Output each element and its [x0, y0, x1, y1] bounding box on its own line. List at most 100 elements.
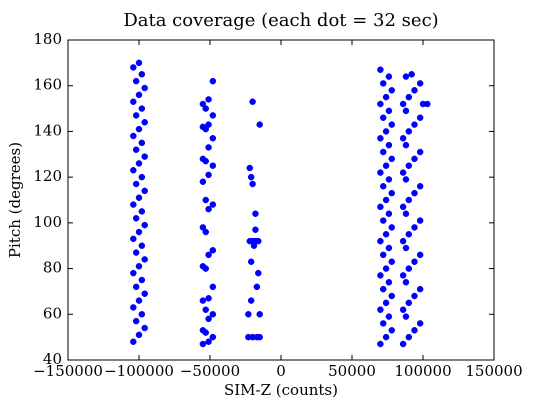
x-tick-label: 0 — [276, 362, 286, 380]
data-point — [130, 64, 137, 71]
data-point — [379, 251, 387, 259]
data-point — [135, 160, 143, 167]
data-point — [411, 189, 418, 197]
data-point — [209, 333, 217, 341]
data-point — [249, 98, 256, 105]
data-point — [199, 178, 207, 185]
data-point — [405, 231, 413, 238]
data-point — [135, 263, 143, 270]
data-point — [132, 112, 140, 119]
y-tick-label: 180 — [33, 30, 62, 48]
data-point — [132, 180, 140, 188]
data-point — [209, 201, 217, 208]
data-point — [250, 242, 258, 249]
data-point — [205, 251, 212, 259]
data-point — [138, 276, 146, 284]
data-point — [209, 162, 217, 169]
data-point — [132, 146, 140, 153]
data-point — [199, 155, 207, 163]
data-point — [138, 208, 146, 215]
data-point — [388, 258, 396, 265]
data-point — [377, 272, 384, 279]
data-point — [141, 84, 148, 92]
data-point — [132, 215, 140, 222]
data-point — [385, 73, 393, 80]
data-point — [388, 189, 396, 197]
data-point — [399, 340, 407, 348]
data-point — [405, 265, 413, 272]
data-point — [402, 141, 410, 149]
data-point — [399, 237, 407, 245]
data-point — [252, 226, 259, 233]
data-point — [199, 340, 207, 348]
data-point — [138, 311, 146, 318]
data-point — [130, 167, 137, 174]
data-point — [388, 327, 396, 334]
data-point — [135, 194, 143, 201]
data-point — [256, 121, 263, 128]
x-tick-label: −50000 — [180, 362, 240, 380]
data-point — [255, 237, 262, 245]
data-point — [141, 256, 148, 263]
data-point — [416, 183, 424, 190]
data-point — [405, 128, 413, 135]
data-point — [246, 164, 254, 172]
data-point — [399, 135, 407, 142]
data-point — [416, 320, 424, 327]
data-point — [377, 237, 384, 245]
y-axis-label: Pitch (degrees) — [6, 142, 24, 258]
data-point — [388, 121, 396, 128]
data-point — [402, 279, 410, 286]
data-point — [249, 180, 256, 188]
data-point — [379, 217, 387, 224]
data-point — [411, 121, 418, 128]
data-point — [379, 320, 387, 327]
data-point — [209, 247, 217, 254]
data-point — [411, 155, 418, 163]
data-point — [382, 162, 390, 169]
y-tick-label: 40 — [43, 350, 62, 368]
data-point — [202, 306, 209, 313]
plot-frame — [67, 39, 495, 361]
data-point — [388, 155, 396, 163]
data-point — [205, 171, 212, 179]
data-point — [399, 203, 407, 211]
data-point — [399, 169, 407, 176]
y-tick-label: 140 — [33, 121, 62, 139]
data-point — [382, 333, 390, 341]
data-point — [385, 176, 393, 183]
data-point — [247, 173, 255, 181]
data-point — [399, 100, 407, 108]
data-point — [132, 317, 140, 325]
data-point — [385, 279, 393, 286]
data-point — [405, 93, 413, 101]
data-point — [130, 98, 137, 105]
data-point — [256, 311, 263, 318]
data-point — [377, 169, 384, 176]
y-tick-label: 160 — [33, 76, 62, 94]
data-point — [202, 196, 209, 204]
data-point — [379, 183, 387, 190]
data-point — [205, 121, 212, 128]
data-point — [411, 224, 418, 231]
data-point — [416, 114, 424, 121]
data-point — [199, 263, 207, 270]
data-point — [411, 87, 418, 94]
data-point — [245, 311, 252, 318]
data-point — [379, 148, 387, 156]
data-point — [388, 224, 396, 231]
data-point — [255, 269, 262, 277]
y-tick-label: 80 — [43, 259, 62, 277]
chart-title: Data coverage (each dot = 32 sec) — [123, 10, 438, 31]
data-point — [130, 132, 137, 140]
data-point — [416, 217, 424, 224]
data-point — [402, 313, 410, 320]
data-point — [402, 210, 410, 217]
data-point — [416, 251, 424, 259]
data-point — [379, 285, 387, 293]
data-point — [199, 297, 207, 304]
data-point — [382, 128, 390, 135]
data-point — [130, 235, 137, 243]
data-point — [141, 290, 148, 297]
